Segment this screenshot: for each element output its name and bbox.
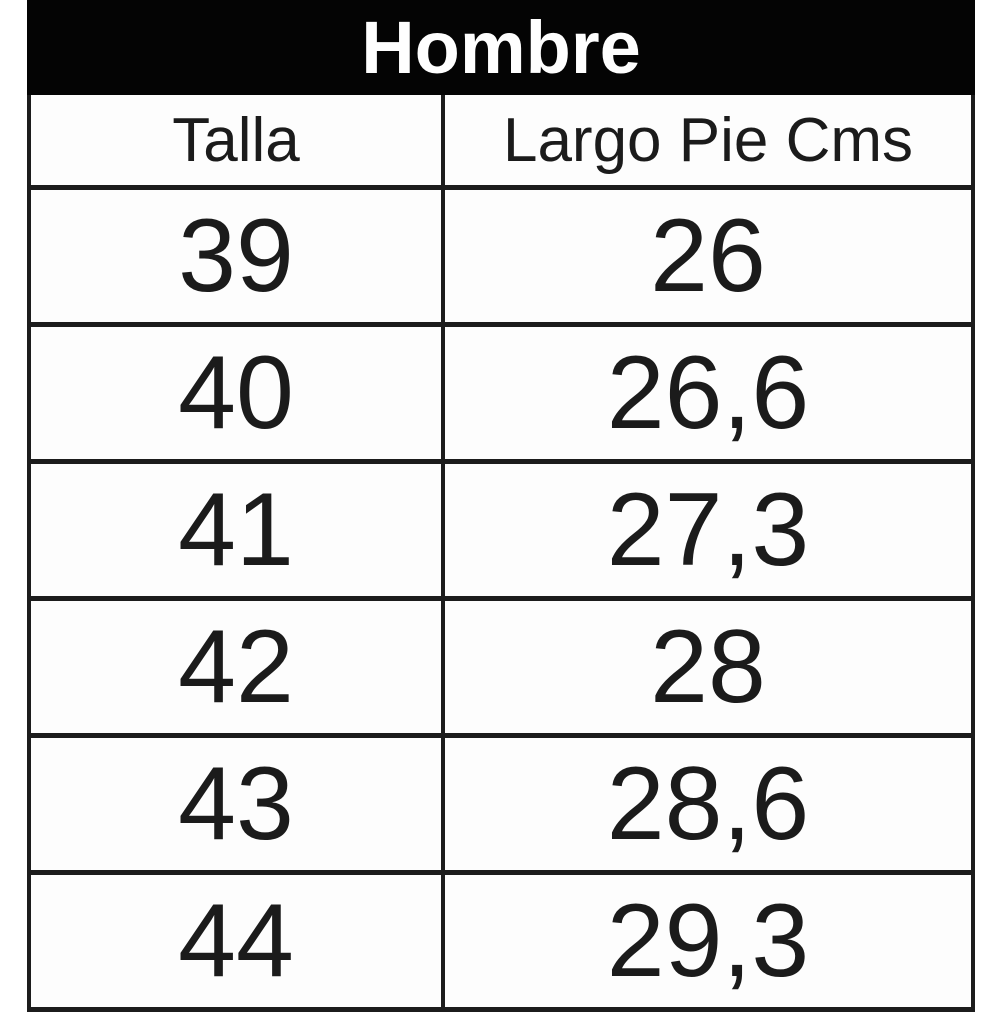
foot-length-cell: 28,6 (606, 745, 810, 862)
size-table: Talla Largo Pie Cms 39 26 40 26,6 41 27,… (27, 95, 975, 1012)
size-chart: Hombre Talla Largo Pie Cms 39 26 40 26,6… (27, 0, 975, 1012)
foot-length-cell: 26,6 (606, 334, 810, 451)
size-cell: 43 (31, 738, 445, 870)
table-row: 41 27,3 (31, 464, 971, 601)
table-row: 40 26,6 (31, 327, 971, 464)
table-row: 44 29,3 (31, 875, 971, 1012)
table-row: 39 26 (31, 190, 971, 327)
column-header-talla: Talla (31, 95, 445, 185)
column-header-largo-pie-cms: Largo Pie Cms (502, 105, 914, 175)
size-cell: 39 (31, 190, 445, 322)
size-cell: 41 (31, 464, 445, 596)
size-cell: 40 (31, 327, 445, 459)
size-cell: 42 (31, 601, 445, 733)
foot-length-cell: 27,3 (606, 471, 810, 588)
foot-length-cell: 28 (650, 608, 766, 725)
table-row: 43 28,6 (31, 738, 971, 875)
table-title: Hombre (27, 0, 975, 95)
size-cell: 44 (31, 875, 445, 1007)
header-row: Talla Largo Pie Cms (31, 95, 971, 190)
foot-length-cell: 26 (650, 197, 766, 314)
foot-length-cell: 29,3 (606, 882, 810, 999)
table-row: 42 28 (31, 601, 971, 738)
